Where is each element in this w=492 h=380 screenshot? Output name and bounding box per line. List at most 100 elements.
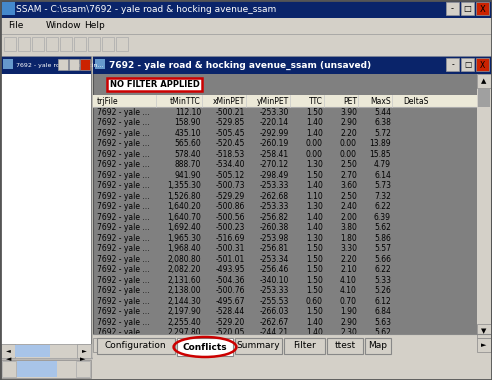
- Text: 5.62: 5.62: [374, 223, 391, 232]
- Bar: [94, 107, 476, 117]
- Bar: [1, 74, 91, 344]
- Text: 7692 - yale ...: 7692 - yale ...: [97, 223, 150, 232]
- Text: 6.38: 6.38: [374, 118, 391, 127]
- Text: SSAM - C:\ssam\7692 - yale road & hocking avenue_ssam: SSAM - C:\ssam\7692 - yale road & hockin…: [16, 5, 276, 14]
- Text: -292.99: -292.99: [260, 129, 289, 138]
- Text: Help: Help: [84, 22, 105, 30]
- Bar: [365, 338, 391, 354]
- Bar: [0, 34, 492, 56]
- Text: 5.63: 5.63: [374, 318, 391, 327]
- Text: 4.79: 4.79: [374, 160, 391, 169]
- Bar: [0, 0, 492, 18]
- Text: □: □: [464, 60, 471, 70]
- Text: -529.29: -529.29: [216, 192, 245, 201]
- Bar: [94, 191, 476, 201]
- Bar: [94, 201, 476, 212]
- Text: 5.26: 5.26: [374, 286, 391, 295]
- Bar: [3, 59, 13, 69]
- Text: 1.50: 1.50: [306, 108, 323, 117]
- Text: 2.00: 2.00: [340, 213, 357, 222]
- Text: ▼: ▼: [481, 328, 487, 334]
- Bar: [2, 361, 16, 377]
- Bar: [107, 78, 202, 91]
- Text: NO FILTER APPLIED: NO FILTER APPLIED: [110, 80, 199, 89]
- Bar: [94, 296, 476, 307]
- Text: Configuration: Configuration: [105, 342, 167, 350]
- Text: 1.40: 1.40: [306, 318, 323, 327]
- Text: 6.39: 6.39: [374, 213, 391, 222]
- Text: 1.50: 1.50: [306, 244, 323, 253]
- Text: 2.10: 2.10: [340, 265, 357, 274]
- Text: 6.22: 6.22: [374, 202, 391, 211]
- Text: File: File: [8, 22, 24, 30]
- Bar: [94, 328, 476, 338]
- Text: 7692 - yale ...: 7692 - yale ...: [97, 160, 150, 169]
- Bar: [88, 37, 100, 51]
- Text: 0.00: 0.00: [306, 150, 323, 159]
- Text: -220.14: -220.14: [260, 118, 289, 127]
- Text: 1.40: 1.40: [306, 213, 323, 222]
- Text: 6.14: 6.14: [374, 171, 391, 180]
- Text: 941.90: 941.90: [174, 171, 201, 180]
- Text: -266.03: -266.03: [260, 307, 289, 316]
- Bar: [93, 56, 491, 74]
- Text: DeltaS: DeltaS: [403, 97, 429, 106]
- Bar: [2, 2, 15, 15]
- Text: -529.20: -529.20: [216, 318, 245, 327]
- Text: -298.49: -298.49: [260, 171, 289, 180]
- Text: 15.85: 15.85: [369, 150, 391, 159]
- Text: 2.90: 2.90: [340, 318, 357, 327]
- Text: 1.30: 1.30: [306, 234, 323, 243]
- Text: X: X: [480, 60, 485, 70]
- Text: -500.21: -500.21: [216, 108, 245, 117]
- Bar: [93, 334, 491, 362]
- Text: -534.40: -534.40: [215, 160, 245, 169]
- Text: MaxS: MaxS: [370, 97, 391, 106]
- Text: -253.33: -253.33: [260, 286, 289, 295]
- Text: 4.10: 4.10: [340, 276, 357, 285]
- Text: -500.76: -500.76: [215, 286, 245, 295]
- Text: 2,255.40: 2,255.40: [167, 318, 201, 327]
- Bar: [1, 344, 91, 358]
- Text: 0.00: 0.00: [340, 150, 357, 159]
- Text: ttest: ttest: [335, 342, 356, 350]
- Text: yMinPET: yMinPET: [257, 97, 289, 106]
- Text: 6.84: 6.84: [374, 307, 391, 316]
- Bar: [4, 37, 16, 51]
- Text: 0.60: 0.60: [306, 297, 323, 306]
- Bar: [94, 180, 476, 191]
- Text: -253.34: -253.34: [260, 255, 289, 264]
- Bar: [0, 358, 492, 380]
- Bar: [69, 59, 79, 70]
- Bar: [77, 344, 91, 358]
- Bar: [461, 2, 474, 15]
- Text: 435.10: 435.10: [174, 129, 201, 138]
- Bar: [476, 58, 489, 71]
- Text: 1.80: 1.80: [340, 234, 357, 243]
- Text: -253.30: -253.30: [260, 108, 289, 117]
- Text: 888.70: 888.70: [175, 160, 201, 169]
- Bar: [1, 56, 91, 358]
- Text: 7692 - yale ...: 7692 - yale ...: [97, 129, 150, 138]
- Text: 2.30: 2.30: [340, 328, 357, 337]
- Text: Summary: Summary: [237, 342, 280, 350]
- Text: 3.90: 3.90: [340, 108, 357, 117]
- Text: 7692 - yale ...: 7692 - yale ...: [97, 181, 150, 190]
- Bar: [477, 324, 491, 338]
- Text: PET: PET: [343, 97, 357, 106]
- Text: -260.38: -260.38: [260, 223, 289, 232]
- Bar: [327, 338, 363, 354]
- Text: -256.81: -256.81: [260, 244, 289, 253]
- Text: 7692 - yale ...: 7692 - yale ...: [97, 202, 150, 211]
- Text: 7692 - yale ...: 7692 - yale ...: [97, 150, 150, 159]
- Text: -493.95: -493.95: [215, 265, 245, 274]
- Text: 7692 - yale ...: 7692 - yale ...: [97, 318, 150, 327]
- Text: -253.33: -253.33: [260, 202, 289, 211]
- Text: -262.68: -262.68: [260, 192, 289, 201]
- Text: 7692 - yale ...: 7692 - yale ...: [97, 328, 150, 337]
- Text: 3.60: 3.60: [340, 181, 357, 190]
- Bar: [95, 59, 105, 69]
- Text: 1.40: 1.40: [306, 129, 323, 138]
- Bar: [93, 338, 107, 352]
- Text: 2.20: 2.20: [340, 255, 357, 264]
